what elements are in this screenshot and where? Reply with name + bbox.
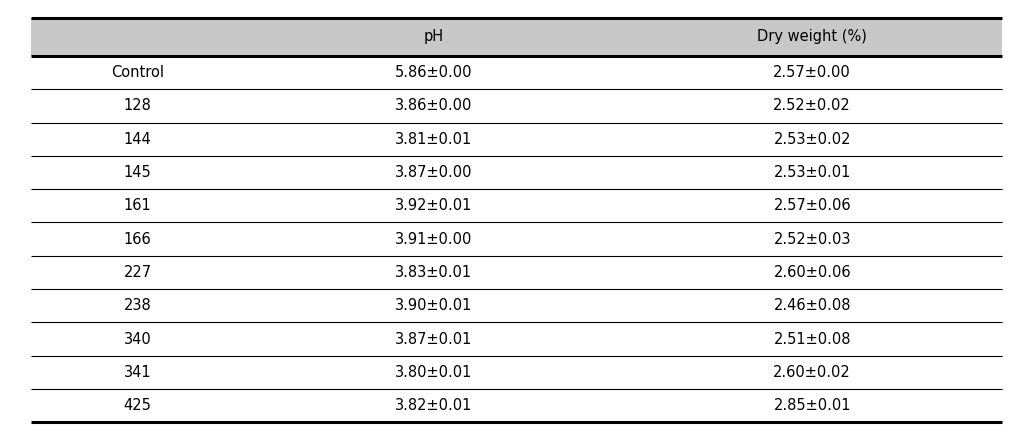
Bar xyxy=(31,223,1002,256)
Bar xyxy=(31,256,1002,289)
Text: 2.52±0.02: 2.52±0.02 xyxy=(774,99,851,114)
Bar xyxy=(31,156,1002,189)
Text: 2.46±0.08: 2.46±0.08 xyxy=(774,298,851,313)
Text: 3.90±0.01: 3.90±0.01 xyxy=(394,298,472,313)
Text: 3.80±0.01: 3.80±0.01 xyxy=(394,365,472,380)
Text: 238: 238 xyxy=(124,298,151,313)
Text: 5.86±0.00: 5.86±0.00 xyxy=(394,65,472,80)
Bar xyxy=(31,123,1002,156)
Text: 166: 166 xyxy=(124,231,151,247)
Text: 425: 425 xyxy=(124,398,151,413)
Bar xyxy=(31,189,1002,223)
Bar xyxy=(31,389,1002,422)
Text: Dry weight (%): Dry weight (%) xyxy=(757,29,868,44)
Text: 2.57±0.06: 2.57±0.06 xyxy=(774,198,851,213)
Text: 2.51±0.08: 2.51±0.08 xyxy=(774,332,851,347)
Text: 3.91±0.00: 3.91±0.00 xyxy=(394,231,472,247)
Text: 3.81±0.01: 3.81±0.01 xyxy=(394,132,472,147)
Text: 2.60±0.02: 2.60±0.02 xyxy=(774,365,851,380)
Text: 3.92±0.01: 3.92±0.01 xyxy=(394,198,472,213)
Text: Control: Control xyxy=(111,65,164,80)
Text: 128: 128 xyxy=(124,99,151,114)
Text: 144: 144 xyxy=(124,132,151,147)
Bar xyxy=(31,289,1002,323)
Bar xyxy=(31,323,1002,356)
Text: 3.87±0.01: 3.87±0.01 xyxy=(394,332,472,347)
Text: 3.87±0.00: 3.87±0.00 xyxy=(394,165,472,180)
Text: 2.53±0.01: 2.53±0.01 xyxy=(774,165,851,180)
Text: 2.60±0.06: 2.60±0.06 xyxy=(774,265,851,280)
Text: 3.82±0.01: 3.82±0.01 xyxy=(394,398,472,413)
Text: 145: 145 xyxy=(124,165,151,180)
Text: 2.53±0.02: 2.53±0.02 xyxy=(774,132,851,147)
Text: 341: 341 xyxy=(124,365,151,380)
Bar xyxy=(31,356,1002,389)
Bar xyxy=(31,18,1002,56)
Bar xyxy=(31,56,1002,89)
Text: pH: pH xyxy=(423,29,444,44)
Text: 2.85±0.01: 2.85±0.01 xyxy=(774,398,851,413)
Text: 2.57±0.00: 2.57±0.00 xyxy=(774,65,851,80)
Text: 3.83±0.01: 3.83±0.01 xyxy=(396,265,472,280)
Text: 340: 340 xyxy=(124,332,151,347)
Bar xyxy=(31,89,1002,123)
Text: 161: 161 xyxy=(124,198,151,213)
Text: 227: 227 xyxy=(124,265,151,280)
Text: 2.52±0.03: 2.52±0.03 xyxy=(774,231,851,247)
Text: 3.86±0.00: 3.86±0.00 xyxy=(394,99,472,114)
